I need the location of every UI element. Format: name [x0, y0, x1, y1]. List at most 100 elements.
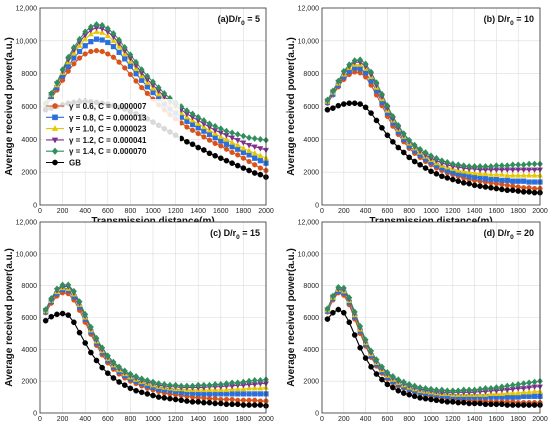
legend-marker-1: [52, 103, 58, 109]
data-point: [121, 367, 128, 375]
data-point: [257, 146, 264, 152]
data-point: [357, 322, 364, 330]
y-tick-label: 2000: [303, 170, 319, 177]
data-point: [240, 385, 247, 392]
data-point: [346, 100, 353, 107]
data-point: [400, 130, 407, 138]
data-point: [471, 182, 478, 189]
data-point: [509, 389, 516, 396]
data-point: [520, 402, 527, 408]
data-point: [110, 358, 117, 366]
data-point: [531, 402, 538, 408]
data-point: [138, 389, 145, 396]
data-point: [246, 167, 252, 174]
data-point: [428, 385, 434, 393]
data-point: [466, 180, 472, 187]
axes-frame: [39, 7, 267, 206]
data-point: [229, 144, 235, 150]
data-point: [520, 380, 527, 387]
y-tick-label: 10,000: [298, 251, 320, 258]
data-point: [357, 56, 364, 64]
data-point: [411, 141, 418, 149]
data-point: [59, 281, 66, 289]
axes-frame: [321, 221, 541, 414]
series-line-1: [326, 71, 540, 190]
data-point: [531, 172, 538, 178]
data-point: [195, 381, 202, 389]
data-point: [184, 398, 190, 404]
data-point: [384, 368, 391, 376]
data-point: [455, 161, 462, 169]
data-point: [493, 171, 500, 177]
data-point: [433, 171, 440, 177]
data-point: [488, 176, 494, 183]
data-point: [235, 391, 241, 397]
x-tick-label: 1000: [145, 416, 161, 423]
data-point: [257, 135, 264, 143]
y-tick-label: 0: [33, 203, 37, 210]
data-point: [417, 161, 423, 168]
data-point: [150, 378, 156, 386]
x-tick-label: 200: [57, 416, 69, 423]
data-point: [422, 395, 429, 402]
data-point: [389, 112, 396, 120]
data-point: [251, 376, 258, 384]
data-point: [71, 61, 77, 67]
data-point: [223, 141, 230, 147]
data-point: [82, 43, 88, 49]
y-tick-label: 6000: [303, 315, 319, 322]
data-point: [212, 122, 219, 130]
legend-marker-2: [52, 114, 58, 121]
y-tick-label: 8000: [21, 283, 37, 290]
data-point: [368, 347, 374, 355]
data-point: [82, 35, 89, 42]
data-point: [362, 355, 369, 361]
data-point: [449, 387, 456, 395]
data-point: [161, 395, 168, 401]
data-point: [201, 128, 207, 134]
data-point: [59, 310, 66, 317]
data-point: [240, 149, 247, 156]
data-point: [488, 184, 494, 191]
data-point: [127, 385, 134, 392]
data-point: [88, 48, 94, 55]
data-point: [340, 309, 347, 316]
data-point: [155, 84, 162, 92]
data-point: [444, 175, 451, 181]
data-point: [477, 175, 483, 181]
data-point: [167, 381, 173, 389]
x-tick-label: 600: [382, 416, 394, 423]
data-point: [195, 399, 201, 405]
data-point: [515, 172, 522, 178]
data-point: [531, 179, 538, 185]
data-point: [335, 102, 342, 109]
data-point: [229, 129, 236, 137]
data-point: [240, 402, 247, 408]
data-point: [206, 120, 213, 128]
data-point: [99, 37, 105, 43]
data-point: [504, 187, 511, 194]
data-point: [252, 155, 258, 161]
data-point: [217, 125, 224, 133]
data-point: [482, 170, 489, 176]
panel-title-suffix: = 20: [514, 228, 534, 238]
data-point: [466, 173, 472, 179]
data-point: [93, 28, 100, 34]
data-point: [189, 121, 196, 128]
series-line-5: [45, 284, 267, 387]
data-point: [477, 183, 483, 189]
data-point: [76, 35, 83, 43]
x-tick-label: 1200: [445, 208, 461, 215]
data-point: [368, 78, 374, 84]
data-point: [257, 391, 263, 397]
y-tick-label: 10,000: [16, 38, 38, 45]
y-tick-label: 0: [315, 203, 319, 210]
data-point: [122, 56, 128, 62]
y-axis-label: Average received power(a.u.): [4, 37, 15, 176]
data-point: [201, 399, 207, 406]
data-point: [395, 121, 402, 129]
data-point: [373, 356, 380, 364]
data-point: [99, 29, 106, 35]
data-point: [133, 71, 139, 77]
x-tick-label: 200: [338, 208, 350, 215]
